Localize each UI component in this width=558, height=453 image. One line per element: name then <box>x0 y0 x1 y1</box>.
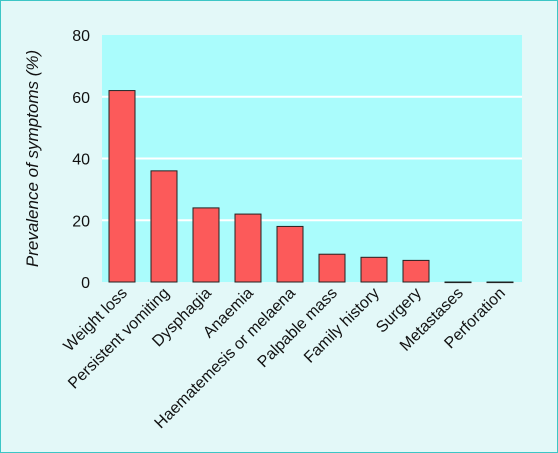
y-tick-labels: 0 20 40 60 80 <box>72 28 90 292</box>
y-tick-label: 60 <box>72 90 90 107</box>
bar <box>150 170 178 283</box>
bar <box>108 90 136 283</box>
bars-group <box>108 90 514 284</box>
y-tick-label: 20 <box>72 213 90 230</box>
bar <box>276 225 304 283</box>
x-category-label: Family history <box>301 285 383 367</box>
bar <box>192 207 220 283</box>
bar <box>444 281 472 284</box>
bar <box>318 253 346 283</box>
y-tick-label: 0 <box>81 275 90 292</box>
bar <box>360 256 388 283</box>
y-tick-label: 40 <box>72 152 90 169</box>
y-tick-label: 80 <box>72 28 90 45</box>
y-axis-label: Prevalence of symptoms (%) <box>23 50 42 267</box>
bar <box>402 259 430 283</box>
bar <box>486 281 514 284</box>
bar <box>234 213 262 283</box>
